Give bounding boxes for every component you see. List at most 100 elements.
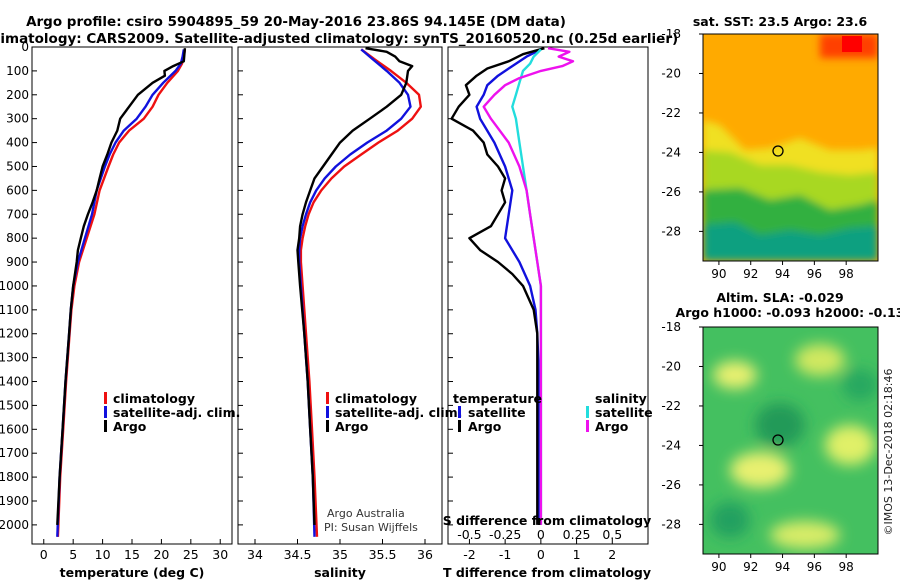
map-lon-tick-label: 94 bbox=[775, 560, 790, 574]
sla-map-low-2 bbox=[710, 502, 750, 538]
series-line-argo bbox=[56, 48, 187, 525]
x-tick-label: 30 bbox=[212, 547, 228, 562]
x-tick-label: 10 bbox=[95, 547, 111, 562]
x-tick-label: 25 bbox=[183, 547, 199, 562]
imos-timestamp: ©IMOS 13-Dec-2018 02:18:46 bbox=[882, 369, 895, 536]
depth-tick-label: 700 bbox=[6, 207, 29, 221]
map-lat-tick-label: -24 bbox=[661, 145, 681, 159]
map-lon-tick-label: 98 bbox=[839, 267, 854, 281]
figure-title-line1: Argo profile: csiro 5904895_59 20-May-20… bbox=[26, 14, 566, 30]
map-lat-tick-label: -20 bbox=[661, 66, 681, 80]
x-tick-label: 5 bbox=[69, 547, 77, 562]
s-difference-tick-label: 0.5 bbox=[602, 527, 622, 542]
legend-argo-label: Argo bbox=[335, 419, 369, 434]
x-tick-label: 34 bbox=[247, 547, 263, 562]
sla-map-high-4 bbox=[825, 425, 875, 465]
map-lon-tick-label: 90 bbox=[711, 560, 726, 574]
sst-argo-position-marker bbox=[772, 145, 784, 157]
legend-t-argo-swatch bbox=[458, 420, 461, 432]
depth-tick-label: 1800 bbox=[0, 470, 29, 484]
temperature-xlabel: temperature (deg C) bbox=[60, 565, 205, 580]
depth-tick-label: 0 bbox=[21, 40, 29, 54]
salinity-panel: 34 34.5 35 35.5 36 salinity Argo Australia P… bbox=[237, 46, 443, 580]
legend-salinity-head: salinity bbox=[595, 391, 647, 406]
x-tick-label: 1 bbox=[573, 547, 581, 562]
sla-map-high-2 bbox=[795, 344, 845, 376]
s-difference-label: S difference from climatology bbox=[443, 513, 652, 528]
sla-map-high-5 bbox=[770, 521, 840, 549]
credit-line1: Argo Australia bbox=[327, 507, 405, 520]
legend-t-satellite-label: satellite bbox=[468, 405, 526, 420]
sla-map-high-3 bbox=[730, 452, 790, 488]
depth-tick-label: 800 bbox=[6, 231, 29, 245]
depth-tick-label: 1000 bbox=[0, 279, 29, 293]
series-line-argo bbox=[296, 47, 414, 525]
x-tick-label: 35 bbox=[332, 547, 348, 562]
x-tick-label: -2 bbox=[463, 547, 475, 562]
x-tick-label: 34.5 bbox=[284, 547, 312, 562]
x-tick-label: 2 bbox=[608, 547, 616, 562]
depth-tick-label: 900 bbox=[6, 255, 29, 269]
map-lat-tick-label: -20 bbox=[661, 359, 681, 373]
legend-s-satellite-label: satellite bbox=[595, 405, 653, 420]
legend-t-argo-label: Argo bbox=[468, 419, 502, 434]
map-lon-tick-label: 92 bbox=[743, 267, 758, 281]
depth-tick-label: 1500 bbox=[0, 398, 29, 412]
temperature-panel: 0 5 10 15 20 25 300100200300400500600700800900… bbox=[0, 40, 233, 580]
difference-plot-frame bbox=[447, 46, 649, 545]
legend-s-satellite-swatch bbox=[586, 406, 589, 418]
series-line-salinity-argo bbox=[482, 47, 575, 525]
map-lat-tick-label: -18 bbox=[661, 27, 681, 41]
x-tick-label: -1 bbox=[499, 547, 511, 562]
depth-tick-label: 1900 bbox=[0, 494, 29, 508]
temperature-legend: climatology satellite-adj. clim. Argo bbox=[104, 391, 240, 434]
map-lon-tick-label: 96 bbox=[807, 560, 822, 574]
s-difference-tick-label: 0.25 bbox=[563, 527, 591, 542]
difference-panel: -2 -1 0 1 2 S difference from climatology -0… bbox=[443, 46, 652, 580]
x-tick-label: 0 bbox=[537, 547, 545, 562]
sla-map-high-1 bbox=[713, 361, 757, 389]
x-tick-label: 15 bbox=[124, 547, 140, 562]
x-tick-label: 20 bbox=[153, 547, 169, 562]
s-difference-tick-label: 0 bbox=[537, 527, 545, 542]
map-lon-tick-label: 94 bbox=[775, 267, 790, 281]
legend-climatology-label: climatology bbox=[335, 391, 417, 406]
map-lon-tick-label: 96 bbox=[807, 267, 822, 281]
legend-argo-swatch bbox=[104, 420, 107, 432]
depth-tick-label: 1100 bbox=[0, 303, 29, 317]
map-lat-tick-label: -26 bbox=[661, 185, 681, 199]
depth-tick-label: 100 bbox=[6, 64, 29, 78]
depth-tick-label: 2000 bbox=[0, 518, 29, 532]
series-line-climatology bbox=[56, 49, 187, 537]
depth-tick-label: 200 bbox=[6, 88, 29, 102]
salinity-plot-frame bbox=[237, 46, 443, 545]
depth-tick-label: 1300 bbox=[0, 351, 29, 365]
depth-tick-label: 1700 bbox=[0, 446, 29, 460]
legend-satellite-swatch bbox=[104, 406, 107, 418]
sla-map-title: Altim. SLA: -0.029 bbox=[716, 290, 843, 305]
legend-argo-label: Argo bbox=[113, 419, 147, 434]
x-tick-label: 35.5 bbox=[369, 547, 397, 562]
x-tick-label: 0 bbox=[40, 547, 48, 562]
salinity-legend: climatology satellite-adj. clim. Argo bbox=[326, 391, 462, 434]
difference-legend: temperature satellite Argo salinity sate… bbox=[453, 391, 653, 434]
depth-tick-label: 600 bbox=[6, 183, 29, 197]
legend-satellite-label: satellite-adj. clim. bbox=[335, 405, 462, 420]
sst-map-hot-core bbox=[842, 36, 862, 52]
depth-tick-label: 500 bbox=[6, 159, 29, 173]
sst-map-band-teal bbox=[703, 222, 878, 261]
legend-satellite-label: satellite-adj. clim. bbox=[113, 405, 240, 420]
series-line-temperature-argo bbox=[450, 47, 545, 525]
map-lon-tick-label: 98 bbox=[839, 560, 854, 574]
series-line-temperature-satellite bbox=[475, 48, 542, 525]
depth-tick-label: 1200 bbox=[0, 327, 29, 341]
sla-map: 90 92 94 96 98 -18 -20 -22 -24 -26 -28 bbox=[661, 320, 879, 574]
s-difference-tick-label: -0.5 bbox=[457, 527, 481, 542]
map-lat-tick-label: -22 bbox=[661, 106, 681, 120]
legend-climatology-swatch bbox=[326, 392, 329, 404]
depth-tick-label: 1400 bbox=[0, 375, 29, 389]
depth-tick-label: 400 bbox=[6, 136, 29, 150]
legend-s-argo-swatch bbox=[586, 420, 589, 432]
credit-line2: PI: Susan Wijffels bbox=[324, 521, 418, 534]
sla-map-subtitle: Argo h1000: -0.093 h2000: -0.13 bbox=[676, 305, 900, 320]
